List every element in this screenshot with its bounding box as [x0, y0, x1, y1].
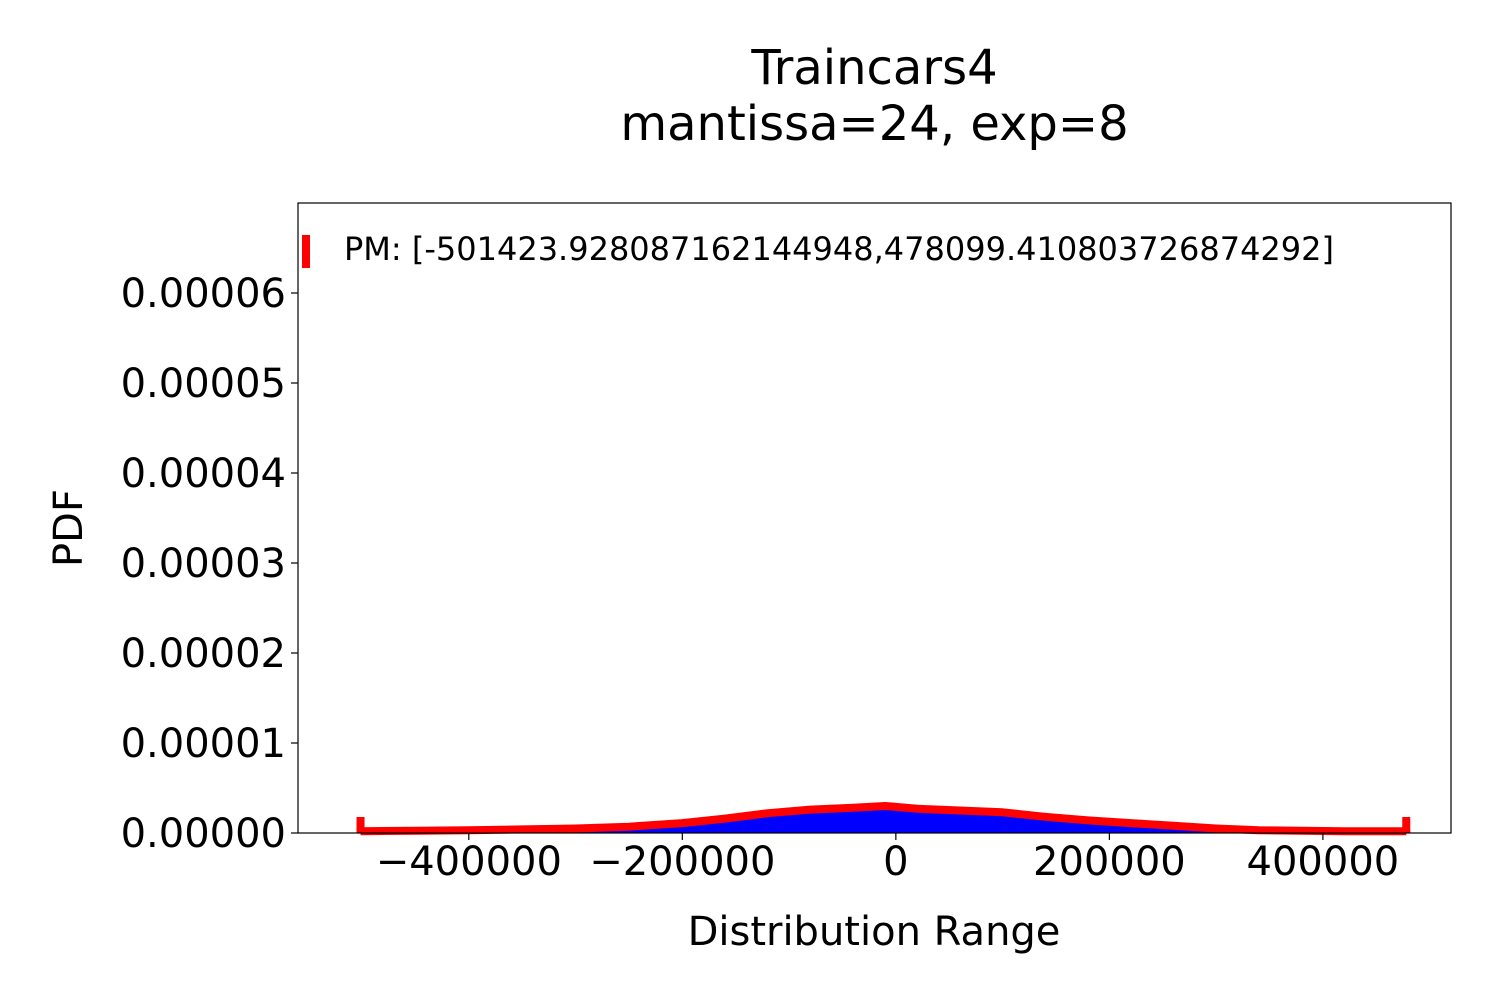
y-axis-label: PDF	[46, 489, 92, 567]
pdf-line	[356, 802, 1411, 836]
x-tick-label: 200000	[1033, 839, 1186, 885]
legend-entry: PM: [-501423.928087162144948,478099.4108…	[344, 230, 1334, 268]
chart-subtitle: mantissa=24, exp=8	[620, 96, 1129, 152]
y-axis: 0.00000 0.00001 0.00002 0.00003 0.00004 0.000…	[121, 271, 298, 857]
chart-title: Traincars4	[751, 40, 998, 96]
y-tick-label: 0.00002	[121, 631, 286, 677]
plot-frame	[297, 202, 1452, 834]
y-tick-label: 0.00004	[121, 451, 286, 497]
x-axis-label: Distribution Range	[688, 909, 1061, 955]
y-tick-label: 0.00003	[121, 541, 286, 587]
x-tick-label: 0	[883, 839, 908, 885]
x-tick-label: −200000	[589, 839, 775, 885]
y-tick-label: 0.00001	[121, 721, 286, 767]
legend: PM: [-501423.928087162144948,478099.4108…	[302, 230, 1334, 268]
x-tick-label: 400000	[1247, 839, 1400, 885]
plot-area	[356, 802, 1411, 836]
x-axis: −400000 −200000 0 200000 400000	[376, 833, 1400, 885]
y-tick-label: 0.00000	[121, 811, 286, 857]
x-tick-label: −400000	[376, 839, 562, 885]
y-tick-label: 0.00006	[121, 271, 286, 317]
y-tick-label: 0.00005	[121, 361, 286, 407]
legend-swatch	[302, 235, 310, 268]
